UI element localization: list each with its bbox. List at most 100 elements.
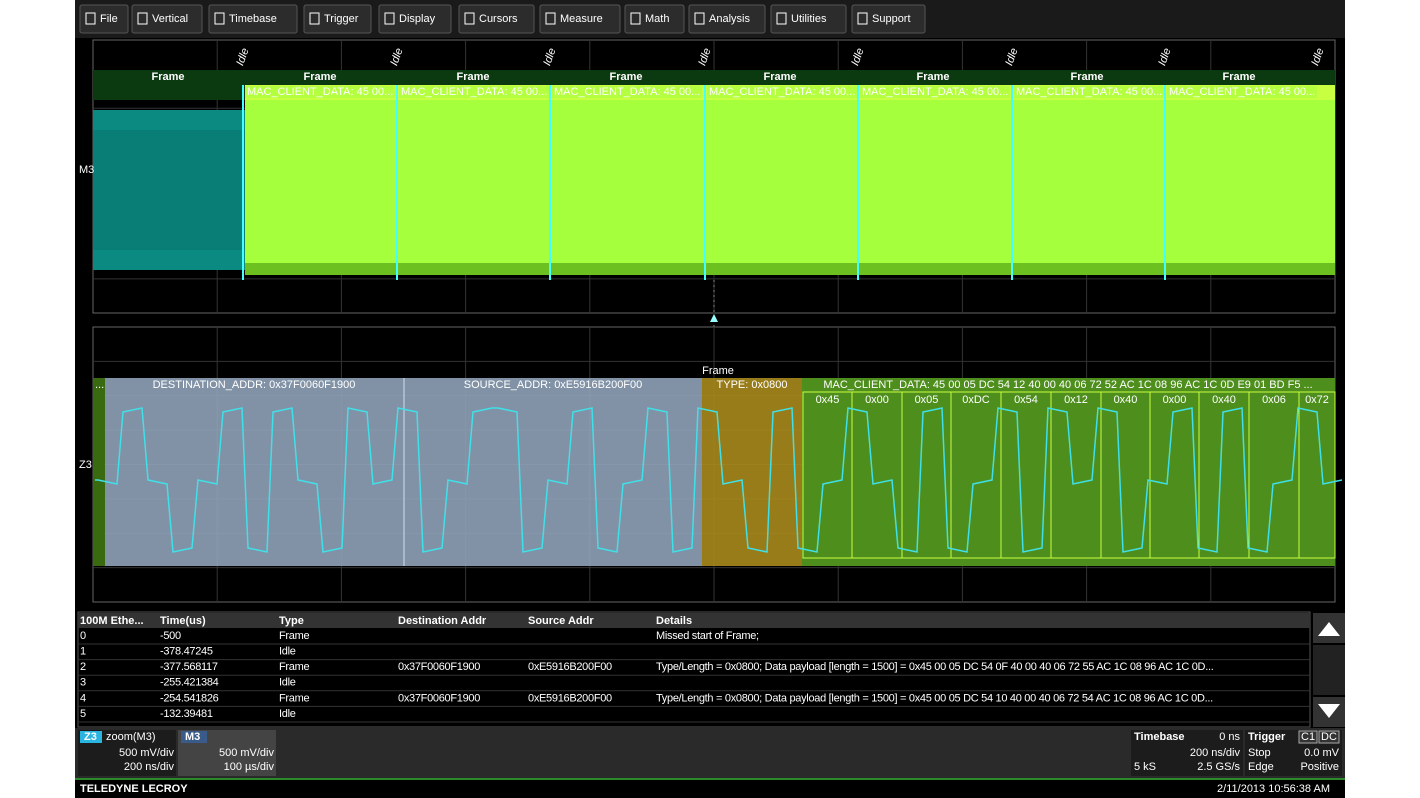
- idle-label: Idle: [388, 47, 405, 68]
- menu-button[interactable]: [131, 4, 203, 34]
- byte-label: 0xDC: [962, 394, 990, 406]
- vdiv: 500 mV/div: [219, 747, 275, 759]
- menu-button[interactable]: [458, 4, 535, 34]
- field-label: TYPE: 0x0800: [717, 379, 788, 391]
- menu-icon: [85, 12, 96, 25]
- data-label-bg: [860, 86, 1010, 98]
- table-header: Destination Addr: [398, 615, 487, 627]
- byte-label: 0x00: [865, 394, 889, 406]
- frame-label: Frame: [702, 365, 734, 377]
- timebase-panel: [1131, 730, 1243, 776]
- table-cell: -254.541826: [160, 692, 219, 704]
- byte-label: 0x06: [1262, 394, 1286, 406]
- lead-label: ...: [95, 379, 104, 391]
- field-label: DESTINATION_ADDR: 0x37F0060F1900: [153, 379, 356, 391]
- data-label-bg: [1014, 86, 1164, 98]
- table-cell: 3: [80, 677, 86, 689]
- table-cell: Type/Length = 0x0800; Data payload [leng…: [656, 692, 1213, 704]
- table-cell: -132.39481: [160, 708, 213, 720]
- byte-label: 0x40: [1114, 394, 1138, 406]
- menu-label: Utilities: [791, 13, 827, 25]
- menu-button[interactable]: [851, 4, 926, 34]
- menu-label: Analysis: [709, 13, 750, 25]
- menu-icon: [776, 12, 787, 25]
- menu-button[interactable]: [378, 4, 452, 34]
- table-cell: 0x37F0060F1900: [398, 661, 480, 673]
- trigger-coupling: DC: [1321, 731, 1337, 743]
- byte-label: 0x72: [1305, 394, 1329, 406]
- field-label: SOURCE_ADDR: 0xE5916B200F00: [464, 379, 643, 391]
- field-bg: [702, 378, 802, 566]
- menu-button[interactable]: [770, 4, 847, 34]
- data-label: MAC_CLIENT_DATA: 45 00...: [554, 86, 700, 98]
- idle-label: Idle: [849, 47, 866, 68]
- datetime: 2/11/2013 10:56:38 AM: [1217, 783, 1330, 795]
- byte-label: 0x54: [1014, 394, 1038, 406]
- idle-label: Idle: [1309, 47, 1326, 68]
- menu-label: Support: [872, 13, 911, 25]
- trigger-slope: Positive: [1300, 761, 1339, 773]
- menu-label: Timebase: [229, 13, 277, 25]
- trigger-level: 0.0 mV: [1304, 747, 1340, 759]
- table-cell: -255.421384: [160, 677, 219, 689]
- menu-label: Cursors: [479, 13, 518, 25]
- trigger-mode: Stop: [1248, 747, 1271, 759]
- byte-label: 0x40: [1212, 394, 1236, 406]
- table-cell: 0xE5916B200F00: [528, 692, 612, 704]
- panel-title: Trigger: [1248, 731, 1286, 743]
- timebase-samples: 5 kS: [1134, 761, 1156, 773]
- menu-button[interactable]: [303, 4, 372, 34]
- data-label: MAC_CLIENT_DATA: 45 00...: [862, 86, 1008, 98]
- channel-label: M3: [79, 164, 94, 176]
- menu-icon: [857, 12, 868, 25]
- table-cell: 2: [80, 661, 86, 673]
- green-trace: [245, 85, 1335, 275]
- menu-button[interactable]: [79, 4, 129, 34]
- table-cell: Type/Length = 0x0800; Data payload [leng…: [656, 661, 1214, 673]
- frame-label: Frame: [151, 71, 184, 83]
- idle-label: Idle: [1003, 47, 1020, 68]
- frame-label: Frame: [763, 71, 796, 83]
- table-header: Details: [656, 615, 692, 627]
- menu-button[interactable]: [208, 4, 298, 34]
- frame-label: Frame: [916, 71, 949, 83]
- vdiv: 500 mV/div: [119, 747, 175, 759]
- trigger-type: Edge: [1248, 761, 1274, 773]
- table-cell: -377.568117: [160, 661, 218, 673]
- menu-button[interactable]: [624, 4, 685, 34]
- table-cell: Idle: [279, 677, 296, 689]
- menu-label: Measure: [560, 13, 603, 25]
- menu-icon: [137, 12, 148, 25]
- field-bg: [802, 378, 1335, 566]
- footer: [75, 778, 1345, 798]
- idle-label: Idle: [696, 47, 713, 68]
- idle-label: Idle: [1156, 47, 1173, 68]
- menu-button[interactable]: [688, 4, 766, 34]
- table-header: Source Addr: [528, 615, 594, 627]
- menu-icon: [545, 12, 556, 25]
- menu-label: Display: [399, 13, 436, 25]
- table-cell: 4: [80, 692, 86, 704]
- data-label: MAC_CLIENT_DATA: 45 00...: [709, 86, 855, 98]
- badge: [181, 731, 207, 743]
- menu-icon: [464, 12, 475, 25]
- table-header-bg: [78, 613, 1310, 628]
- frame-label: Frame: [456, 71, 489, 83]
- badge-label: Z3: [84, 731, 97, 743]
- trigger-arrow: [710, 314, 718, 322]
- menu-button[interactable]: [539, 4, 621, 34]
- byte-box: [1298, 391, 1336, 559]
- table-cell: -500: [160, 630, 181, 642]
- table-cell: Frame: [279, 630, 309, 642]
- table-cell: 0x37F0060F1900: [398, 692, 480, 704]
- table-cell: Frame: [279, 661, 309, 673]
- byte-label: 0x05: [915, 394, 939, 406]
- frame-label: Frame: [303, 71, 336, 83]
- data-label-bg: [552, 86, 702, 98]
- menu-label: Math: [645, 13, 669, 25]
- teal-trace-core: [93, 130, 245, 250]
- timebase-tdiv: 200 ns/div: [1190, 747, 1241, 759]
- tdiv: 100 µs/div: [224, 761, 275, 773]
- zoom-name: zoom(M3): [106, 731, 156, 743]
